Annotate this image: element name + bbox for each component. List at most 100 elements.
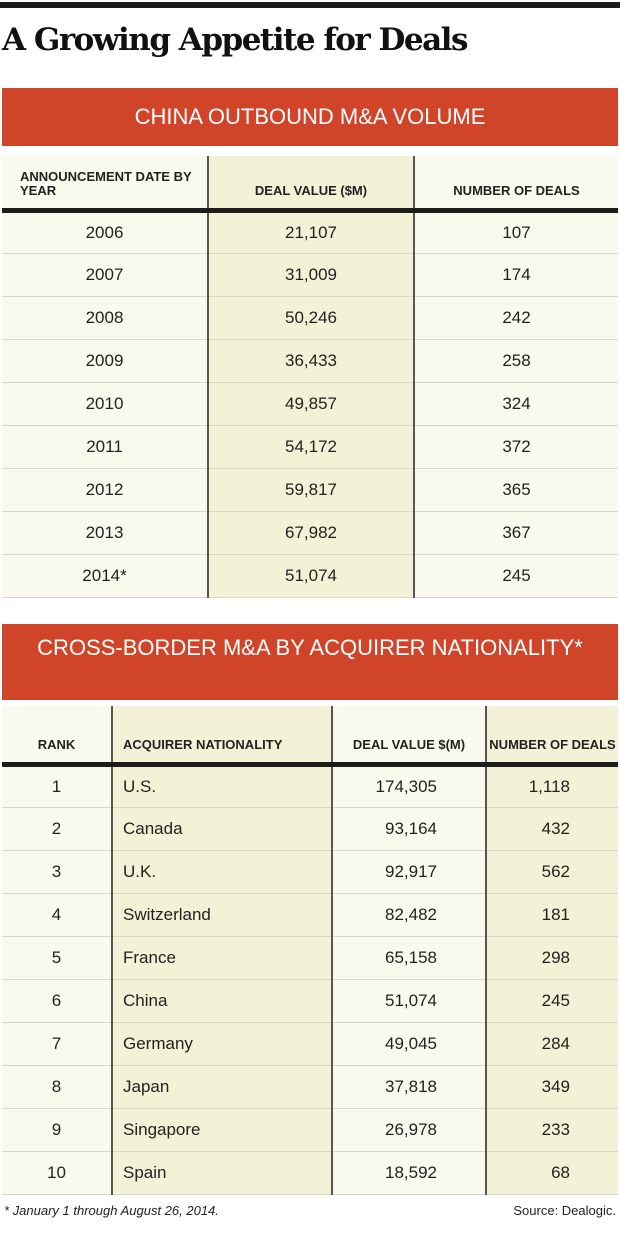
deal-count-cell: 242	[413, 296, 618, 340]
deal-count-cell: 1,118	[485, 764, 618, 808]
nationality-cell: Singapore	[111, 1108, 332, 1152]
deal-value-cell: 174,305	[331, 764, 486, 808]
deal-count-cell: 174	[413, 253, 618, 297]
deal-count-cell: 365	[413, 468, 618, 512]
table-row: 2012 59,817 365	[2, 468, 618, 512]
deal-value-cell: 50,246	[207, 296, 414, 340]
deal-count-cell: 245	[413, 554, 618, 598]
rank-cell: 3	[2, 850, 112, 894]
nationality-cell: Germany	[111, 1022, 332, 1066]
year-cell: 2009	[2, 339, 208, 383]
deal-value-cell: 21,107	[207, 210, 414, 254]
table-row: 2011 54,172 372	[2, 425, 618, 469]
source: Source: Dealogic.	[513, 1203, 616, 1218]
china-outbound-table: ANNOUNCEMENT DATE BY YEAR DEAL VALUE ($M…	[2, 156, 618, 598]
table-row: 2014* 51,074 245	[2, 554, 618, 598]
nationality-cell: Switzerland	[111, 893, 332, 937]
deal-count-cell: 372	[413, 425, 618, 469]
deal-value-cell: 82,482	[331, 893, 486, 937]
deal-count-cell: 562	[485, 850, 618, 894]
table-row: 5 France 65,158 298	[2, 936, 618, 980]
rank-cell: 5	[2, 936, 112, 980]
deal-value-cell: 51,074	[207, 554, 414, 598]
deal-value-cell: 93,164	[331, 807, 486, 851]
deal-count-cell: 181	[485, 893, 618, 937]
table-row: 2008 50,246 242	[2, 296, 618, 340]
deal-count-cell: 324	[413, 382, 618, 426]
table-row: 2013 67,982 367	[2, 511, 618, 555]
deal-value-cell: 65,158	[331, 936, 486, 980]
nationality-cell: Japan	[111, 1065, 332, 1109]
nationality-cell: China	[111, 979, 332, 1023]
nationality-cell: U.K.	[111, 850, 332, 894]
page-title: A Growing Appetite for Deals	[2, 22, 468, 58]
header-deal-value: DEAL VALUE $(M)	[331, 706, 486, 764]
deal-count-cell: 367	[413, 511, 618, 555]
table-row: 3 U.K. 92,917 562	[2, 850, 618, 894]
deal-value-cell: 18,592	[331, 1151, 486, 1195]
year-cell: 2010	[2, 382, 208, 426]
table-row: 6 China 51,074 245	[2, 979, 618, 1023]
table-row: 2006 21,107 107	[2, 210, 618, 254]
nationality-cell: U.S.	[111, 764, 332, 808]
deal-value-cell: 36,433	[207, 339, 414, 383]
header-nationality: ACQUIRER NATIONALITY	[111, 706, 332, 764]
deal-value-cell: 37,818	[331, 1065, 486, 1109]
table-row: 10 Spain 18,592 68	[2, 1151, 618, 1195]
rank-cell: 1	[2, 764, 112, 808]
header-deal-value: DEAL VALUE ($M)	[207, 156, 414, 210]
nationality-cell: France	[111, 936, 332, 980]
rank-cell: 4	[2, 893, 112, 937]
deal-count-cell: 432	[485, 807, 618, 851]
rank-cell: 9	[2, 1108, 112, 1152]
table-row: 9 Singapore 26,978 233	[2, 1108, 618, 1152]
footnote: * January 1 through August 26, 2014.	[4, 1203, 219, 1218]
table-row: 2 Canada 93,164 432	[2, 807, 618, 851]
rank-cell: 2	[2, 807, 112, 851]
nationality-cell: Spain	[111, 1151, 332, 1195]
header-year: ANNOUNCEMENT DATE BY YEAR	[2, 156, 208, 210]
year-cell: 2012	[2, 468, 208, 512]
rank-cell: 10	[2, 1151, 112, 1195]
table-row: 2010 49,857 324	[2, 382, 618, 426]
deal-value-cell: 49,857	[207, 382, 414, 426]
deal-value-cell: 92,917	[331, 850, 486, 894]
year-cell: 2014*	[2, 554, 208, 598]
deal-count-cell: 298	[485, 936, 618, 980]
deal-value-cell: 26,978	[331, 1108, 486, 1152]
deal-value-cell: 67,982	[207, 511, 414, 555]
deal-value-cell: 59,817	[207, 468, 414, 512]
deal-value-cell: 51,074	[331, 979, 486, 1023]
year-cell: 2006	[2, 210, 208, 254]
year-cell: 2008	[2, 296, 208, 340]
deal-count-cell: 68	[485, 1151, 618, 1195]
header-number-of-deals: NUMBER OF DEALS	[413, 156, 618, 210]
header-rank: RANK	[2, 706, 112, 764]
table-row: 4 Switzerland 82,482 181	[2, 893, 618, 937]
deal-count-cell: 284	[485, 1022, 618, 1066]
table-row: 8 Japan 37,818 349	[2, 1065, 618, 1109]
table1-title: CHINA OUTBOUND M&A VOLUME	[2, 88, 618, 146]
rank-cell: 7	[2, 1022, 112, 1066]
table2-title: CROSS-BORDER M&A BY ACQUIRER NATIONALITY…	[2, 624, 618, 700]
deal-value-cell: 31,009	[207, 253, 414, 297]
acquirer-nationality-table: RANK ACQUIRER NATIONALITY DEAL VALUE $(M…	[2, 706, 618, 1195]
year-cell: 2007	[2, 253, 208, 297]
deal-count-cell: 258	[413, 339, 618, 383]
top-rule	[0, 2, 620, 8]
rank-cell: 6	[2, 979, 112, 1023]
deal-count-cell: 349	[485, 1065, 618, 1109]
rank-cell: 8	[2, 1065, 112, 1109]
header-number-of-deals: NUMBER OF DEALS	[485, 706, 618, 764]
deal-count-cell: 107	[413, 210, 618, 254]
deal-value-cell: 49,045	[331, 1022, 486, 1066]
deal-count-cell: 245	[485, 979, 618, 1023]
year-cell: 2013	[2, 511, 208, 555]
table-row: 2009 36,433 258	[2, 339, 618, 383]
nationality-cell: Canada	[111, 807, 332, 851]
year-cell: 2011	[2, 425, 208, 469]
table-row: 7 Germany 49,045 284	[2, 1022, 618, 1066]
table-row: 1 U.S. 174,305 1,118	[2, 764, 618, 808]
deal-count-cell: 233	[485, 1108, 618, 1152]
deal-value-cell: 54,172	[207, 425, 414, 469]
